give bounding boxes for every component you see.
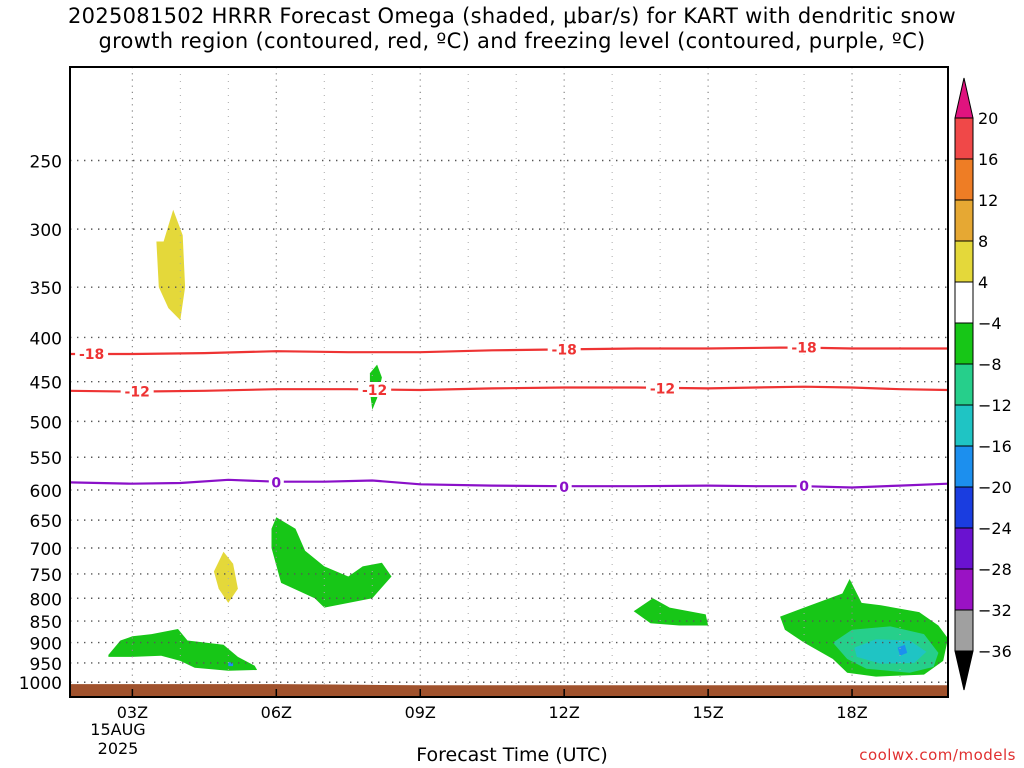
site-watermark: coolwx.com/models bbox=[859, 746, 1016, 764]
date-day-label: 15AUG bbox=[90, 720, 146, 739]
colorbar-bin bbox=[954, 158, 974, 201]
x-tick-label: 06Z bbox=[261, 703, 292, 722]
colorbar-bottom-arrow bbox=[954, 650, 974, 691]
omega-shaded-region bbox=[108, 629, 258, 671]
contour-label-bg bbox=[120, 383, 154, 399]
plot-frame bbox=[69, 66, 949, 698]
colorbar-label: 4 bbox=[978, 273, 988, 292]
contour-line bbox=[70, 478, 948, 489]
contour-label: -18 bbox=[552, 342, 577, 358]
omega-shaded-region bbox=[213, 551, 238, 603]
contour-label: -18 bbox=[79, 347, 104, 363]
date-year-label: 2025 bbox=[97, 739, 139, 758]
colorbar-label: −12 bbox=[978, 396, 1012, 415]
colorbar-label: 12 bbox=[978, 191, 998, 210]
colorbar-bin bbox=[954, 240, 974, 283]
omega-shaded-region bbox=[271, 517, 392, 608]
colorbar-bin bbox=[954, 322, 974, 365]
contour-label-bg bbox=[556, 478, 572, 494]
colorbar-bin bbox=[954, 445, 974, 488]
colorbar-bin bbox=[954, 363, 974, 406]
colorbar-bin bbox=[954, 609, 974, 652]
y-tick-label: 950 bbox=[30, 655, 62, 675]
chart-title-line-2: growth region (contoured, red, ºC) and f… bbox=[98, 29, 926, 53]
x-axis-label: Forecast Time (UTC) bbox=[416, 744, 608, 766]
y-tick-label: 400 bbox=[30, 329, 62, 349]
chart-title-line-1: 2025081502 HRRR Forecast Omega (shaded, … bbox=[68, 4, 956, 28]
colorbar-label: −16 bbox=[978, 437, 1012, 456]
y-tick-label: 650 bbox=[30, 512, 62, 532]
y-tick-label: 850 bbox=[30, 613, 62, 633]
contour-label: 0 bbox=[271, 475, 281, 491]
y-tick-label: 250 bbox=[30, 153, 62, 173]
x-tick-label: 18Z bbox=[836, 703, 867, 722]
colorbar-label: −36 bbox=[978, 642, 1012, 661]
contour-label-bg bbox=[268, 474, 284, 490]
colorbar-label: −24 bbox=[978, 519, 1012, 538]
omega-shaded-region bbox=[854, 639, 927, 664]
x-tick-label: 12Z bbox=[549, 703, 580, 722]
colorbar-top-arrow bbox=[954, 77, 974, 119]
contour-label: -12 bbox=[650, 381, 675, 397]
contour-label: 0 bbox=[799, 479, 809, 495]
colorbar-bin bbox=[954, 117, 974, 160]
y-tick-label: 550 bbox=[30, 449, 62, 469]
contour-label-bg bbox=[358, 381, 392, 397]
contour-label: -18 bbox=[791, 341, 816, 357]
colorbar-label: −28 bbox=[978, 560, 1012, 579]
colorbar-bin bbox=[954, 527, 974, 570]
colorbar-label: −32 bbox=[978, 601, 1012, 620]
contour-label: 0 bbox=[559, 480, 569, 496]
contour-label-bg bbox=[796, 478, 812, 494]
colorbar-bin bbox=[954, 199, 974, 242]
colorbar-label: 8 bbox=[978, 232, 988, 251]
y-tick-label: 750 bbox=[30, 566, 62, 586]
x-tick-label: 09Z bbox=[405, 703, 436, 722]
omega-shaded-region bbox=[897, 644, 908, 656]
colorbar-label: −8 bbox=[978, 355, 1002, 374]
x-tick-label: 15Z bbox=[692, 703, 723, 722]
chart-title: 2025081502 HRRR Forecast Omega (shaded, … bbox=[0, 4, 1024, 54]
contour-label: -12 bbox=[125, 385, 150, 401]
colorbar-bin bbox=[954, 404, 974, 447]
colorbar-bin bbox=[954, 486, 974, 529]
y-tick-label: 500 bbox=[30, 413, 62, 433]
y-tick-label: 800 bbox=[30, 590, 62, 610]
omega-shaded-region bbox=[156, 209, 186, 321]
plot-area: -18 -18 -18 -12 -12 -12 0 0 0 bbox=[70, 67, 948, 697]
colorbar-label: −4 bbox=[978, 314, 1002, 333]
terrain-fill bbox=[70, 684, 948, 697]
y-tick-label: 300 bbox=[30, 221, 62, 241]
colorbar-label: 16 bbox=[978, 150, 998, 169]
colorbar-label: 20 bbox=[978, 109, 998, 128]
y-tick-label: 900 bbox=[30, 635, 62, 655]
colorbar-bin bbox=[954, 568, 974, 611]
y-tick-label: 1000 bbox=[19, 674, 62, 694]
y-tick-label: 450 bbox=[30, 374, 62, 394]
colorbar-label: −20 bbox=[978, 478, 1012, 497]
y-tick-label: 700 bbox=[30, 540, 62, 560]
colorbar-bin bbox=[954, 281, 974, 324]
contour-label-bg bbox=[75, 345, 109, 361]
x-tick-label: 03Z bbox=[117, 703, 148, 722]
contour-label-bg bbox=[547, 341, 581, 357]
contour-label-bg bbox=[646, 380, 680, 396]
contour-line bbox=[70, 385, 948, 393]
contour-label-bg bbox=[787, 339, 821, 355]
y-tick-label: 350 bbox=[30, 279, 62, 299]
contour-label: -12 bbox=[362, 383, 387, 399]
omega-shaded-region bbox=[633, 598, 709, 626]
y-tick-label: 600 bbox=[30, 482, 62, 502]
